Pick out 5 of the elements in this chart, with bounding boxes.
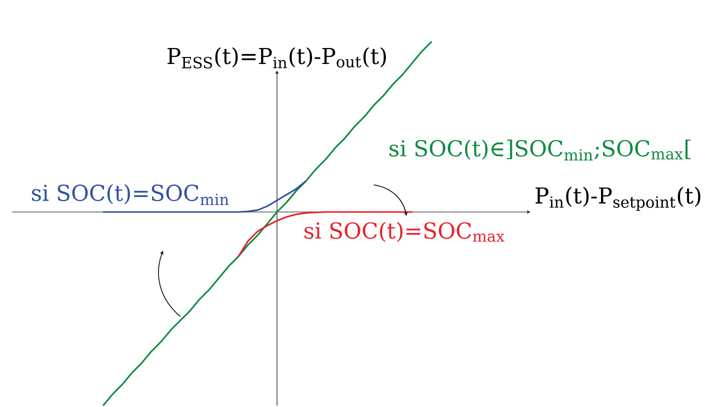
x-axis-title: P$_{in}$(t)-P$_{setpoint}$(t) [536,186,700,211]
series-label: si SOC(t)=SOC$_{min}$ [32,184,229,205]
y-axis-title: P$_{ESS}$(t)=P$_{in}$(t)-P$_{out}$(t) [168,47,386,68]
series-label: si SOC(t)=SOC$_{max}$ [304,222,504,242]
series-label: si SOC(t)∈]SOC$_{min}$;SOC$_{max}$[ [390,140,690,160]
